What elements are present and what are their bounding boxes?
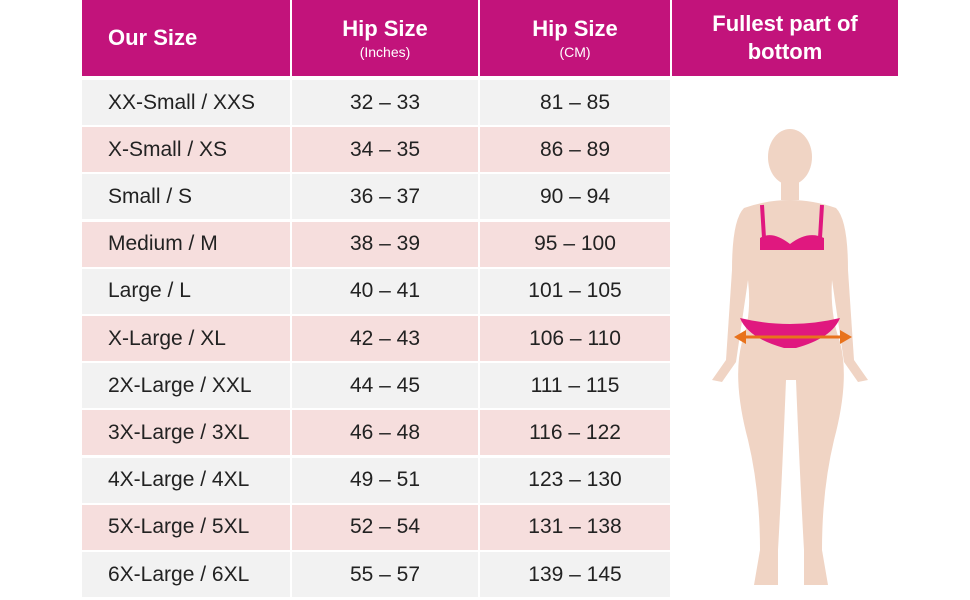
table-cell: Small / S — [82, 174, 290, 220]
header-title: Fullest part of bottom — [712, 11, 858, 64]
table-cell: 106 – 110 — [480, 316, 670, 361]
header-cell: Our Size — [82, 0, 290, 76]
table-cell: 90 – 94 — [480, 174, 670, 220]
table-cell: 44 – 45 — [292, 363, 478, 409]
table-cell: 131 – 138 — [480, 504, 670, 550]
table-cell: 49 – 51 — [292, 457, 478, 503]
table-cell: 2X-Large / XXL — [82, 363, 290, 409]
table-cell: XX-Small / XXS — [82, 80, 290, 125]
table-cell: 40 – 41 — [292, 268, 478, 314]
table-cell: X-Small / XS — [82, 127, 290, 173]
table-cell: 6X-Large / 6XL — [82, 552, 290, 597]
header-cell: Hip Size (CM) — [480, 0, 670, 76]
header-title: Hip Size — [532, 16, 618, 41]
header-subtitle: (CM) — [559, 44, 591, 60]
table-cell: 81 – 85 — [480, 80, 670, 125]
table-cell: 42 – 43 — [292, 316, 478, 361]
table-cell: 139 – 145 — [480, 552, 670, 597]
table-cell: 55 – 57 — [292, 552, 478, 597]
header-cell: Fullest part of bottom — [672, 0, 898, 76]
table-cell: 52 – 54 — [292, 504, 478, 550]
header-cell: Hip Size (Inches) — [292, 0, 478, 76]
table-cell: 116 – 122 — [480, 410, 670, 456]
table-cell: 36 – 37 — [292, 174, 478, 220]
table-cell: 32 – 33 — [292, 80, 478, 125]
table-cell: 5X-Large / 5XL — [82, 504, 290, 550]
table-cell: 101 – 105 — [480, 268, 670, 314]
table-cell: Medium / M — [82, 221, 290, 267]
table-cell: 34 – 35 — [292, 127, 478, 173]
header-subtitle: (Inches) — [359, 44, 411, 60]
table-cell: 123 – 130 — [480, 457, 670, 503]
table-cell: Large / L — [82, 268, 290, 314]
table-cell: X-Large / XL — [82, 316, 290, 361]
header-title: Hip Size — [342, 16, 428, 41]
table-cell: 46 – 48 — [292, 410, 478, 456]
table-cell: 111 – 115 — [480, 363, 670, 409]
body-figure — [712, 129, 868, 585]
table-cell: 38 – 39 — [292, 221, 478, 267]
table-cell: 4X-Large / 4XL — [82, 457, 290, 503]
table-cell: 86 – 89 — [480, 127, 670, 173]
table-cell: 3X-Large / 3XL — [82, 410, 290, 456]
table-cell: 95 – 100 — [480, 221, 670, 267]
header-title: Our Size — [108, 25, 198, 50]
